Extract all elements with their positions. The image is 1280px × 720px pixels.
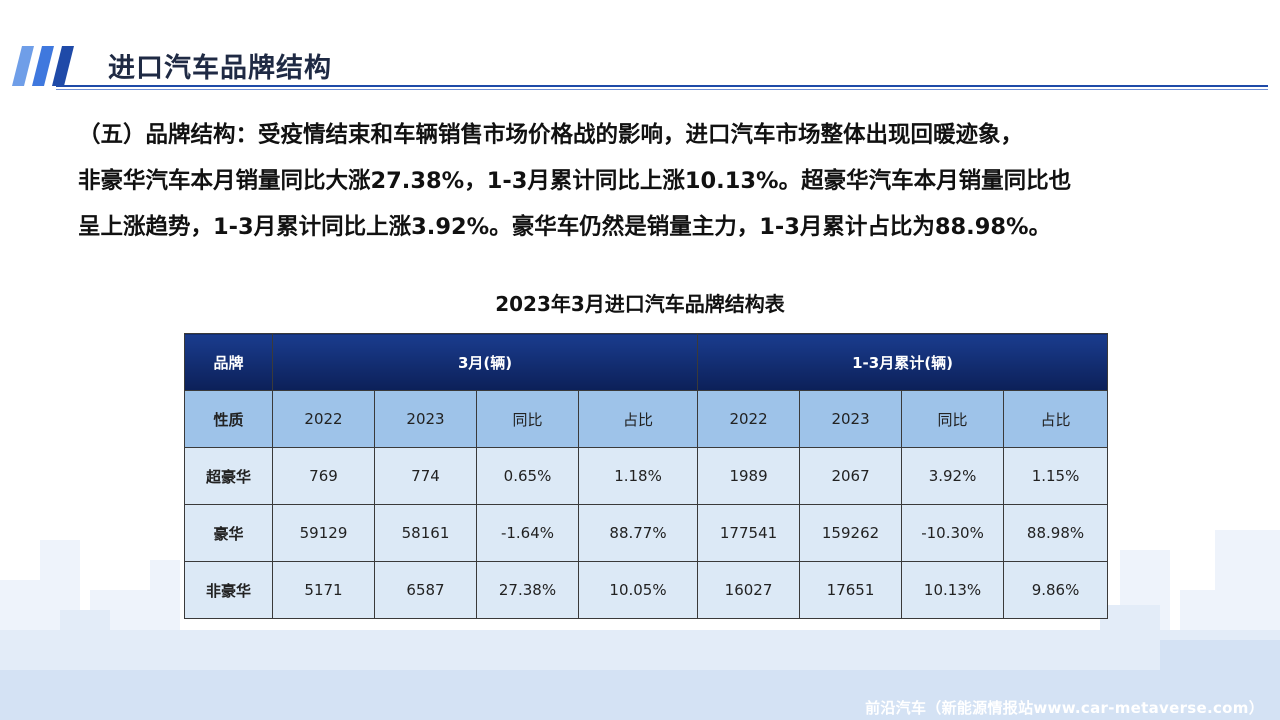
header-col-month-2023: 2023	[374, 390, 477, 448]
table-cell: 17651	[799, 561, 903, 619]
table-cell: 774	[374, 447, 477, 505]
table-cell: -1.64%	[476, 504, 579, 562]
table-row: 超豪华 769 774 0.65% 1.18% 1989 2067 3.92% …	[184, 447, 1109, 505]
table-cell: 88.77%	[577, 504, 699, 562]
intro-line-2: 非豪华汽车本月销量同比大涨27.38%，1-3月累计同比上涨10.13%。超豪华…	[78, 168, 1072, 194]
table-cell: 3.92%	[901, 447, 1005, 505]
table-cell: 1.18%	[577, 447, 699, 505]
table-cell: 5171	[272, 561, 375, 619]
table-row: 非豪华 5171 6587 27.38% 10.05% 16027 17651 …	[184, 561, 1109, 619]
table-cell: 58161	[374, 504, 477, 562]
header-brand: 品牌	[184, 333, 273, 391]
title-divider	[56, 85, 1268, 87]
header-col-month-yoy: 同比	[476, 390, 579, 448]
table-cell: 27.38%	[476, 561, 579, 619]
intro-line-1: （五）品牌结构：受疫情结束和车辆销售市场价格战的影响，进口汽车市场整体出现回暖迹…	[78, 122, 1024, 148]
table-cell: 2067	[799, 447, 903, 505]
table-cell: 6587	[374, 561, 477, 619]
table-cell: 1989	[697, 447, 801, 505]
row-category: 超豪华	[184, 447, 273, 505]
table-cell: 59129	[272, 504, 375, 562]
table-cell: 9.86%	[1003, 561, 1109, 619]
intro-paragraph: （五）品牌结构：受疫情结束和车辆销售市场价格战的影响，进口汽车市场整体出现回暖迹…	[78, 112, 1208, 250]
table-title: 2023年3月进口汽车品牌结构表	[495, 292, 785, 316]
title-divider-thin	[56, 89, 1268, 90]
table-header-row-2: 性质 2022 2023 同比 占比 2022 2023 同比 占比	[184, 390, 1109, 448]
page-title: 进口汽车品牌结构	[108, 53, 332, 84]
table-row: 豪华 59129 58161 -1.64% 88.77% 177541 1592…	[184, 504, 1109, 562]
row-category: 豪华	[184, 504, 273, 562]
header-col-ytd-share: 占比	[1003, 390, 1109, 448]
table-cell: 88.98%	[1003, 504, 1109, 562]
table-cell: 16027	[697, 561, 801, 619]
row-category: 非豪华	[184, 561, 273, 619]
brand-structure-table: 品牌 3月(辆) 1-3月累计(辆) 性质 2022 2023 同比 占比 20…	[184, 333, 1109, 619]
header-col-ytd-2023: 2023	[799, 390, 903, 448]
header-col-month-share: 占比	[577, 390, 699, 448]
table-cell: 769	[272, 447, 375, 505]
table-cell: -10.30%	[901, 504, 1005, 562]
header-col-ytd-2022: 2022	[697, 390, 801, 448]
table-cell: 10.05%	[577, 561, 699, 619]
city-skyline-decoration	[0, 530, 1280, 720]
header-col-ytd-yoy: 同比	[901, 390, 1005, 448]
table-cell: 177541	[697, 504, 801, 562]
table-header-row-1: 品牌 3月(辆) 1-3月累计(辆)	[184, 333, 1109, 391]
header-nature: 性质	[184, 390, 273, 448]
logo-stripes-icon	[12, 46, 74, 86]
table-cell: 0.65%	[476, 447, 579, 505]
table-cell: 10.13%	[901, 561, 1005, 619]
header-group-ytd: 1-3月累计(辆)	[697, 333, 1109, 391]
table-cell: 1.15%	[1003, 447, 1109, 505]
header-col-month-2022: 2022	[272, 390, 375, 448]
intro-line-3: 呈上涨趋势，1-3月累计同比上涨3.92%。豪华车仍然是销量主力，1-3月累计占…	[78, 214, 1052, 240]
header-group-month: 3月(辆)	[271, 333, 699, 391]
footer-credit: 前沿汽车（新能源情报站www.car-metaverse.com）	[865, 699, 1264, 717]
table-cell: 159262	[799, 504, 903, 562]
